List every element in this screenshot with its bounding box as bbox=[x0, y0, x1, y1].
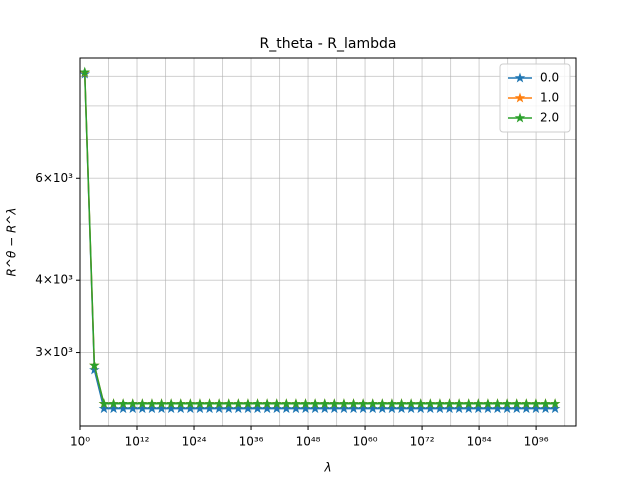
data-point bbox=[530, 398, 542, 409]
data-point bbox=[117, 398, 129, 409]
data-point bbox=[367, 398, 378, 409]
data-point bbox=[175, 398, 187, 409]
y-axis-label: R^θ − R^λ bbox=[5, 208, 19, 277]
y-tick-label: 3×10³ bbox=[35, 345, 73, 359]
data-point bbox=[444, 398, 455, 409]
x-tick-label: 10⁸⁴ bbox=[467, 435, 492, 449]
data-point bbox=[425, 398, 436, 409]
data-point bbox=[501, 398, 513, 409]
data-point bbox=[511, 398, 522, 409]
data-point bbox=[108, 398, 119, 409]
data-point bbox=[79, 66, 91, 77]
data-point bbox=[482, 398, 494, 409]
data-point bbox=[252, 398, 263, 409]
x-tick-label: 10⁶⁰ bbox=[353, 435, 378, 449]
plot-frame bbox=[79, 57, 577, 427]
data-point bbox=[146, 398, 158, 409]
data-point bbox=[300, 398, 311, 409]
data-point bbox=[396, 398, 407, 409]
x-tick-label: 10¹² bbox=[125, 435, 150, 449]
data-point bbox=[357, 398, 369, 409]
data-point bbox=[319, 398, 330, 409]
data-point bbox=[540, 398, 551, 409]
legend-label: 0.0 bbox=[540, 71, 559, 85]
data-point bbox=[377, 398, 388, 409]
data-point bbox=[290, 398, 302, 409]
y-tick-label: 6×10³ bbox=[35, 171, 73, 185]
data-point bbox=[89, 359, 100, 370]
data-point bbox=[261, 398, 273, 409]
legend-label: 1.0 bbox=[540, 91, 559, 105]
x-tick-label: 10⁹⁶ bbox=[524, 435, 549, 449]
y-tick-label: 4×10³ bbox=[35, 273, 73, 287]
data-point bbox=[204, 398, 215, 409]
data-point bbox=[473, 398, 484, 409]
data-point bbox=[463, 398, 474, 409]
data-point bbox=[549, 398, 561, 409]
x-tick-label: 10²⁴ bbox=[182, 435, 207, 449]
data-point bbox=[309, 398, 321, 409]
legend-marker bbox=[514, 92, 526, 103]
chart-title: R_theta - R_lambda bbox=[260, 36, 397, 52]
data-point bbox=[521, 398, 532, 409]
data-point bbox=[281, 398, 292, 409]
x-axis-label: λ bbox=[323, 461, 331, 475]
data-point bbox=[271, 398, 282, 409]
x-tick-label: 10⁷² bbox=[410, 435, 435, 449]
data-point bbox=[242, 398, 254, 409]
data-point bbox=[405, 398, 417, 409]
legend-label: 2.0 bbox=[540, 111, 559, 125]
data-point bbox=[492, 398, 503, 409]
x-tick-label: 10⁴⁸ bbox=[296, 435, 321, 449]
data-point bbox=[348, 398, 359, 409]
data-point bbox=[98, 398, 110, 409]
data-point bbox=[194, 398, 206, 409]
data-point bbox=[434, 398, 446, 409]
data-point bbox=[165, 398, 177, 409]
legend-marker bbox=[514, 72, 526, 83]
data-point bbox=[185, 398, 196, 409]
data-point bbox=[338, 398, 350, 409]
data-point bbox=[213, 398, 225, 409]
legend-marker bbox=[514, 112, 526, 123]
data-point bbox=[386, 398, 398, 409]
data-point bbox=[137, 398, 148, 409]
data-point bbox=[453, 398, 465, 409]
data-point bbox=[329, 398, 340, 409]
x-tick-label: 10⁰ bbox=[70, 435, 90, 449]
data-point bbox=[223, 398, 234, 409]
x-tick-label: 10³⁶ bbox=[239, 435, 264, 449]
data-point bbox=[415, 398, 426, 409]
data-point bbox=[233, 398, 244, 409]
data-point bbox=[127, 398, 138, 409]
data-point bbox=[156, 398, 167, 409]
